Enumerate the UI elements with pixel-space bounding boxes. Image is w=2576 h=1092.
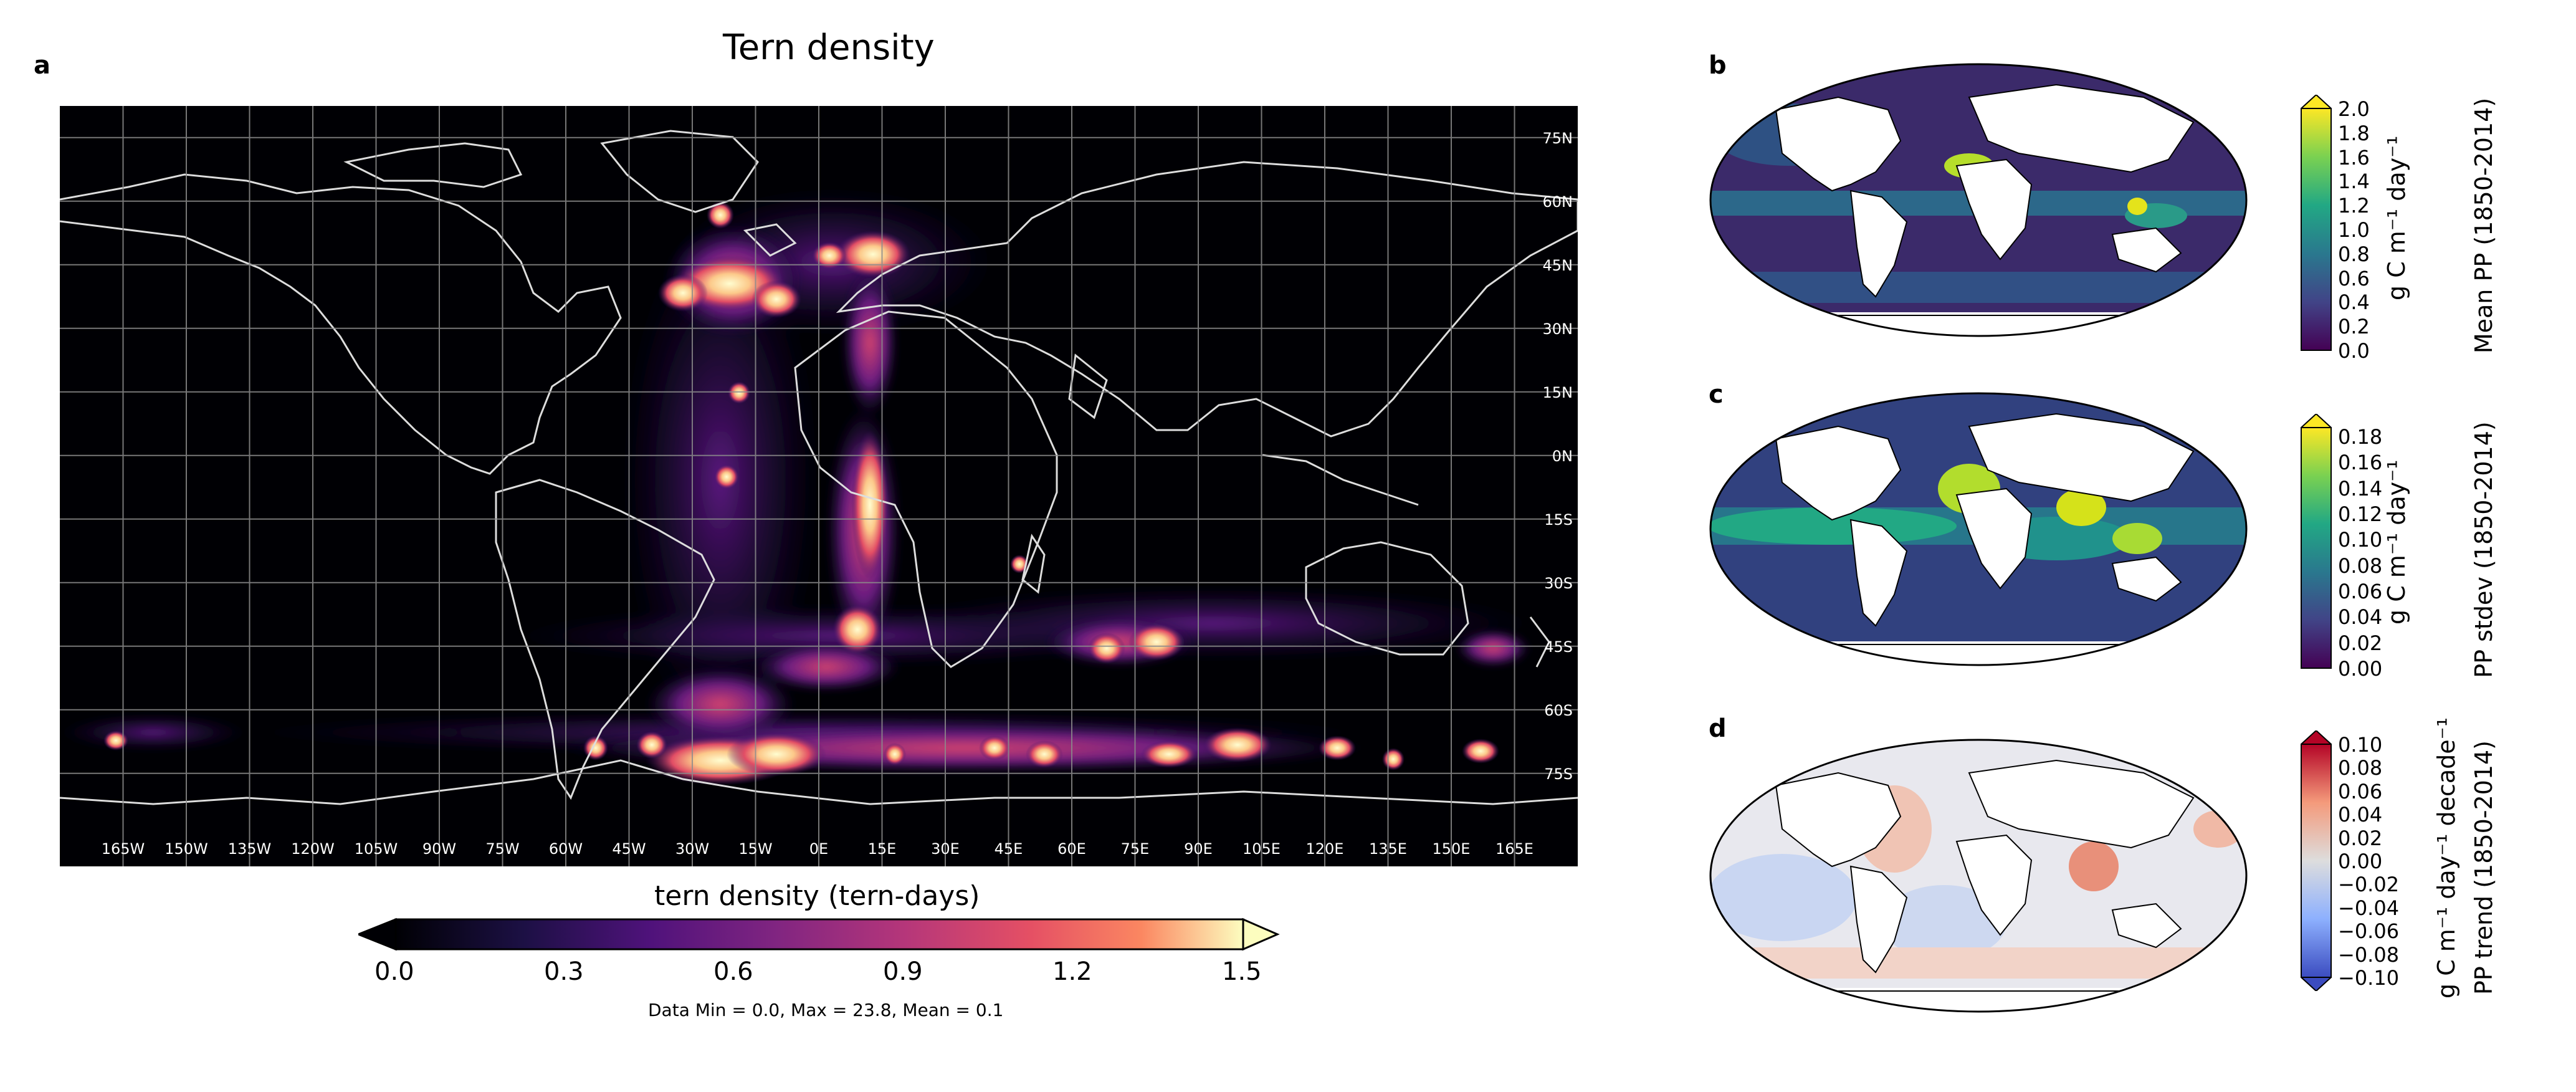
panel-b-letter: b [1709, 51, 1727, 80]
data-summary-text: Data Min = 0.0, Max = 23.8, Mean = 0.1 [648, 1000, 1004, 1020]
latitude-label: 30S [1544, 575, 1573, 592]
colorbar-d-tick-label: −0.08 [2338, 942, 2400, 967]
colorbar-a-title: tern density (tern-days) [654, 880, 980, 912]
longitude-label: 135E [1369, 840, 1407, 858]
panel-c-letter: c [1709, 380, 1724, 409]
colorbar-a-tick-label: 0.0 [374, 957, 414, 986]
colorbar-b-tick-label: 0.0 [2338, 339, 2370, 363]
colorbar-c-unit: g C m⁻¹ day⁻¹ [2383, 459, 2410, 625]
longitude-label: 150E [1433, 840, 1471, 858]
latitude-label: 75S [1544, 765, 1573, 783]
graticule [60, 106, 1578, 866]
colorbar-a [355, 917, 1281, 951]
latitude-label: 60S [1544, 702, 1573, 719]
longitude-label: 90E [1184, 840, 1213, 858]
latitude-label: 0N [1552, 448, 1573, 465]
longitude-label: 60W [549, 840, 583, 858]
colorbar-c-label: PP stdev (1850-2014) [2470, 421, 2497, 678]
longitude-label: 60E [1057, 840, 1086, 858]
colorbar-d-tick-label: 0.10 [2338, 733, 2383, 757]
colorbar-d-tick-label: −0.04 [2338, 896, 2400, 920]
colorbar-d [2299, 729, 2333, 992]
colorbar-a-tick-label: 0.6 [713, 957, 753, 986]
colorbar-a-tick-label: 1.5 [1222, 957, 1262, 986]
longitude-label: 120E [1306, 840, 1344, 858]
latitude-label: 30N [1543, 320, 1573, 338]
latitude-label: 45N [1543, 257, 1573, 274]
colorbar-a-max-extend [1242, 917, 1280, 951]
longitude-label: 0E [809, 840, 828, 858]
colorbar-c-tick-label: 0.06 [2338, 580, 2383, 603]
colorbar-a-tick-label: 0.3 [544, 957, 584, 986]
colorbar-b-tick-label: 1.2 [2338, 194, 2370, 218]
latitude-labels: 75N 60N 45N 30N 15N 0N 15S 30S 45S 60S 75S [1543, 130, 1573, 783]
longitude-label: 105W [355, 840, 398, 858]
colorbar-d-tick-label: 0.08 [2338, 756, 2383, 780]
latitude-label: 15S [1544, 511, 1573, 529]
panel-a-letter: a [34, 51, 50, 80]
longitude-label: 165E [1496, 840, 1534, 858]
latitude-label: 15N [1543, 384, 1573, 401]
colorbar-b-tick-label: 1.4 [2338, 170, 2370, 194]
mean-pp-map [1707, 60, 2249, 340]
panel-a-title: Tern density [723, 27, 935, 68]
longitude-label: 75E [1121, 840, 1150, 858]
longitude-label: 15E [868, 840, 897, 858]
longitude-label: 135W [228, 840, 272, 858]
colorbar-d-tick-label: 0.02 [2338, 826, 2383, 850]
colorbar-b-tick-label: 0.4 [2338, 290, 2370, 315]
colorbar-b-tick-label: 1.0 [2338, 218, 2370, 242]
colorbar-d-tick-label: −0.02 [2338, 873, 2400, 897]
colorbar-b-tick-label: 1.6 [2338, 145, 2370, 170]
longitude-labels: 165W 150W 135W 120W 105W 90W 75W 60W 45W 30W 15W 0E… [102, 840, 1534, 858]
longitude-label: 165W [102, 840, 145, 858]
longitude-label: 30E [931, 840, 960, 858]
colorbar-c-tick-label: 0.00 [2338, 657, 2383, 681]
tern-density-map: 75N 60N 45N 30N 15N 0N 15S 30S 45S 60S 75S 165W 150… [60, 106, 1578, 866]
colorbar-a-min-extend [355, 917, 397, 951]
colorbar-d-unit: g C m⁻¹ day⁻¹ decade⁻¹ [2433, 717, 2460, 999]
colorbar-b-label: Mean PP (1850-2014) [2470, 97, 2497, 354]
colorbar-d-tick-label: −0.06 [2338, 919, 2400, 944]
colorbar-d-label: PP trend (1850-2014) [2470, 740, 2497, 995]
latitude-label: 45S [1544, 638, 1573, 656]
colorbar-b-tick-label: 2.0 [2338, 97, 2370, 121]
longitude-label: 75W [485, 840, 519, 858]
longitude-label: 90W [422, 840, 456, 858]
panel-d-letter: d [1709, 714, 1727, 743]
pp-trend-map [1707, 735, 2249, 1016]
coastlines [60, 130, 1578, 805]
colorbar-c-tick-label: 0.08 [2338, 553, 2383, 578]
colorbar-d-tick-label: −0.10 [2338, 966, 2400, 990]
colorbar-b-tick-label: 0.2 [2338, 315, 2370, 339]
longitude-label: 120W [291, 840, 335, 858]
longitude-label: 105E [1243, 840, 1281, 858]
longitude-label: 45E [995, 840, 1023, 858]
latitude-label: 60N [1543, 193, 1573, 211]
colorbar-a-tick-label: 1.2 [1052, 957, 1092, 986]
latitude-label: 75N [1543, 130, 1573, 147]
longitude-label: 150W [165, 840, 208, 858]
colorbar-d-tick-label: 0.06 [2338, 779, 2383, 803]
longitude-label: 45W [612, 840, 646, 858]
colorbar-b-tick-label: 0.6 [2338, 266, 2370, 290]
longitude-label: 15W [738, 840, 772, 858]
colorbar-c [2299, 413, 2333, 669]
colorbar-d-tick-label: 0.00 [2338, 850, 2383, 873]
longitude-label: 30W [675, 840, 709, 858]
colorbar-b-tick-label: 1.8 [2338, 121, 2370, 145]
colorbar-b-unit: g C m⁻¹ day⁻¹ [2383, 135, 2410, 300]
colorbar-d-tick-label: 0.04 [2338, 803, 2383, 827]
colorbar-c-tick-label: 0.04 [2338, 605, 2383, 630]
colorbar-c-tick-label: 0.10 [2338, 528, 2383, 552]
colorbar-a-tick-label: 0.9 [883, 957, 923, 986]
colorbar-c-tick-label: 0.12 [2338, 502, 2383, 526]
colorbar-c-tick-label: 0.02 [2338, 631, 2383, 655]
colorbar-c-tick-label: 0.18 [2338, 425, 2383, 449]
pp-stdev-map [1707, 389, 2249, 669]
colorbar-b [2299, 93, 2333, 352]
colorbar-c-tick-label: 0.14 [2338, 476, 2383, 501]
colorbar-c-tick-label: 0.16 [2338, 451, 2383, 475]
colorbar-b-tick-label: 0.8 [2338, 242, 2370, 266]
